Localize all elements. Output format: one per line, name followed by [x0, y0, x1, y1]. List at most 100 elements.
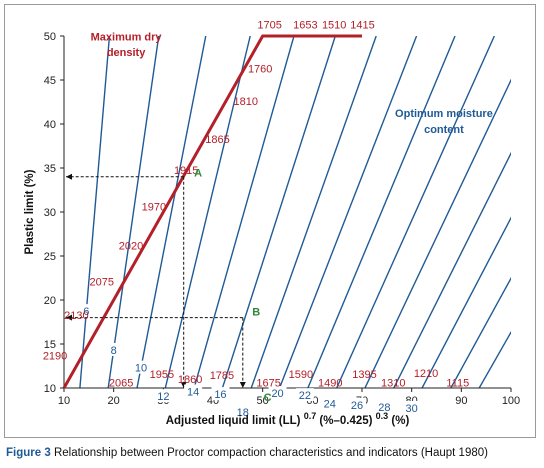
- moisture-lines: [79, 36, 511, 388]
- y-tick-label-25: 25: [44, 251, 56, 263]
- annotation-optimum-moisture-1: Optimum moisture: [395, 108, 493, 120]
- density-label-1860: 1860: [178, 374, 202, 386]
- moisture-label-6: 6: [83, 306, 89, 318]
- moisture-line-14: [478, 330, 511, 388]
- density-label-1915: 1915: [174, 165, 198, 177]
- moisture-label-26: 26: [351, 400, 363, 412]
- moisture-line-11: [393, 151, 511, 388]
- moisture-line-3: [164, 36, 251, 388]
- density-label-2065: 2065: [109, 378, 133, 390]
- moisture-label-bg-3: [154, 389, 173, 403]
- x-axis-label-part-3: 0.3: [376, 411, 389, 421]
- point-label-B: B: [252, 306, 260, 318]
- moisture-line-6: [250, 36, 377, 388]
- density-label-1810: 1810: [234, 96, 258, 108]
- moisture-label-bg-0: [80, 304, 92, 318]
- density-label-2190: 2190: [43, 350, 67, 362]
- moisture-label-28: 28: [378, 402, 390, 414]
- caption-text: Relationship between Proctor compaction …: [53, 447, 488, 459]
- density-label-1490: 1490: [318, 378, 342, 390]
- x-axis-label-part-1: 0.7: [304, 411, 317, 421]
- density-label-1415: 1415: [350, 20, 374, 32]
- moisture-line-5: [221, 36, 336, 388]
- moisture-label-14: 14: [187, 387, 199, 399]
- density-label-1590: 1590: [289, 369, 313, 381]
- moisture-label-bg-10: [348, 397, 367, 411]
- x-tick-label-90: 90: [455, 395, 467, 407]
- y-tick-label-35: 35: [44, 163, 56, 175]
- moisture-line-1: [107, 36, 160, 388]
- density-label-1675: 1675: [256, 378, 280, 390]
- y-tick-label-10: 10: [44, 383, 56, 395]
- density-label-1210: 1210: [414, 368, 438, 380]
- moisture-label-8: 8: [111, 345, 117, 357]
- x-tick-label-50: 50: [257, 395, 269, 407]
- moisture-label-bg-2: [131, 360, 150, 374]
- density-label-1115: 1115: [446, 378, 469, 390]
- density-label-2075: 2075: [90, 277, 114, 289]
- moisture-label-bg-4: [184, 384, 203, 398]
- point-label-A: A: [194, 167, 202, 179]
- moisture-label-bg-9: [320, 396, 339, 410]
- density-label-2130: 2130: [64, 310, 88, 322]
- moisture-line-8: [307, 36, 456, 388]
- max-dry-density-boundary: [62, 34, 362, 389]
- y-tick-label-15: 15: [44, 339, 56, 351]
- figure-caption: Figure 3 Relationship between Proctor co…: [6, 447, 488, 459]
- y-axis-label: Plastic limit (%): [24, 169, 36, 254]
- density-label-1395: 1395: [352, 369, 376, 381]
- annotation-optimum-moisture-2: content: [424, 124, 464, 136]
- proctor-chart: 1020304050607080901001015202530354045506…: [24, 20, 520, 427]
- moisture-line-10: [364, 78, 511, 388]
- moisture-line-9: [336, 36, 495, 388]
- moisture-label-12: 12: [157, 391, 169, 403]
- moisture-label-bg-11: [375, 399, 394, 413]
- density-label-1865: 1865: [205, 134, 229, 146]
- x-axis-label: Adjusted liquid limit (LL) 0.7 (%–0.425)…: [166, 411, 410, 427]
- y-tick-label-50: 50: [44, 31, 56, 43]
- density-label-1785: 1785: [210, 370, 234, 382]
- moisture-line-4: [193, 36, 295, 388]
- x-tick-label-100: 100: [502, 395, 520, 407]
- moisture-line-2: [136, 36, 207, 388]
- density-label-2020: 2020: [119, 240, 143, 252]
- x-tick-label-20: 20: [108, 395, 120, 407]
- density-label-1310: 1310: [381, 378, 405, 390]
- moisture-label-10: 10: [135, 363, 147, 375]
- x-axis-label-part-0: Adjusted liquid limit (LL): [166, 415, 304, 427]
- moisture-line-0: [79, 36, 111, 388]
- figure-number: Figure 3: [6, 447, 51, 459]
- moisture-label-30: 30: [406, 403, 418, 415]
- y-tick-label-40: 40: [44, 119, 56, 131]
- moisture-label-20: 20: [271, 388, 283, 400]
- moisture-line-12: [421, 216, 511, 388]
- moisture-label-24: 24: [324, 399, 336, 411]
- moisture-label-bg-12: [402, 400, 421, 414]
- moisture-label-22: 22: [299, 390, 311, 402]
- moisture-label-bg-8: [295, 388, 314, 402]
- density-label-1955: 1955: [150, 369, 174, 381]
- y-tick-label-45: 45: [44, 75, 56, 87]
- moisture-label-16: 16: [214, 389, 226, 401]
- y-tick-label-30: 30: [44, 207, 56, 219]
- x-axis-label-part-2: (%–0.425): [316, 415, 375, 427]
- moisture-label-18: 18: [237, 407, 249, 419]
- point-label-C: C: [264, 392, 272, 404]
- moisture-label-bg-1: [108, 342, 120, 356]
- moisture-line-7: [278, 36, 418, 388]
- annotation-max-dry-density-2: density: [107, 47, 146, 59]
- density-label-1653: 1653: [293, 20, 317, 32]
- figure-frame: 1020304050607080901001015202530354045506…: [4, 4, 536, 438]
- x-axis-label-part-4: (%): [388, 415, 409, 427]
- density-label-1970: 1970: [142, 202, 166, 214]
- x-tick-label-10: 10: [58, 395, 70, 407]
- density-label-1705: 1705: [257, 20, 281, 32]
- moisture-label-bg-5: [211, 387, 230, 401]
- annotation-max-dry-density-1: Maximum dry: [91, 31, 163, 43]
- moisture-label-bg-7: [268, 386, 287, 400]
- moisture-line-13: [450, 276, 511, 388]
- y-tick-label-20: 20: [44, 295, 56, 307]
- moisture-label-bg-6: [233, 404, 252, 418]
- density-label-1510: 1510: [322, 20, 346, 32]
- density-label-1760: 1760: [248, 64, 272, 76]
